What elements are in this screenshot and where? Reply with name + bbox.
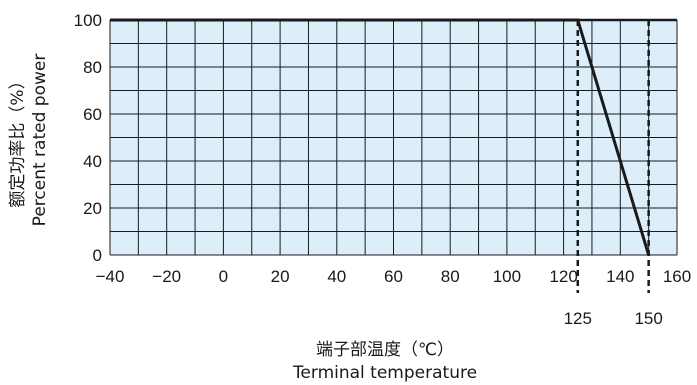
x-axis-title-cn: 端子部温度（℃）: [316, 340, 454, 360]
x-tick-label: 140: [606, 267, 634, 286]
derating-curve: [110, 18, 651, 256]
y-tick-label: 40: [83, 152, 102, 171]
reference-dashes: [576, 20, 650, 293]
y-axis-title-cn: 额定功率比（%）: [8, 72, 28, 207]
x-tick-labels: −40 −20 0 20 40 60 80 100 120 140 160: [96, 267, 692, 286]
x-tick-label: 40: [327, 267, 346, 286]
x-tick-label: −40: [96, 267, 125, 286]
annotation-label: 150: [634, 309, 662, 328]
y-tick-label: 20: [83, 199, 102, 218]
y-tick-label: 0: [93, 246, 102, 265]
x-axis-title-en: Terminal temperature: [292, 363, 477, 383]
y-tick-label: 60: [83, 105, 102, 124]
x-tick-label: 160: [663, 267, 691, 286]
y-tick-label: 100: [74, 11, 102, 30]
x-tick-label: 100: [493, 267, 521, 286]
x-tick-label: 20: [271, 267, 290, 286]
x-tick-label: 80: [441, 267, 460, 286]
x-tick-label: −20: [152, 267, 181, 286]
annotation-labels: 125 150: [564, 309, 663, 328]
x-tick-label: 60: [384, 267, 403, 286]
grid-lines: [109, 18, 678, 256]
x-tick-label: 120: [549, 267, 577, 286]
y-axis-title-en: Percent rated power: [30, 54, 50, 227]
y-tick-label: 80: [83, 58, 102, 77]
x-tick-label: 0: [219, 267, 228, 286]
y-tick-labels: 0 20 40 60 80 100: [74, 11, 102, 265]
annotation-label: 125: [564, 309, 592, 328]
